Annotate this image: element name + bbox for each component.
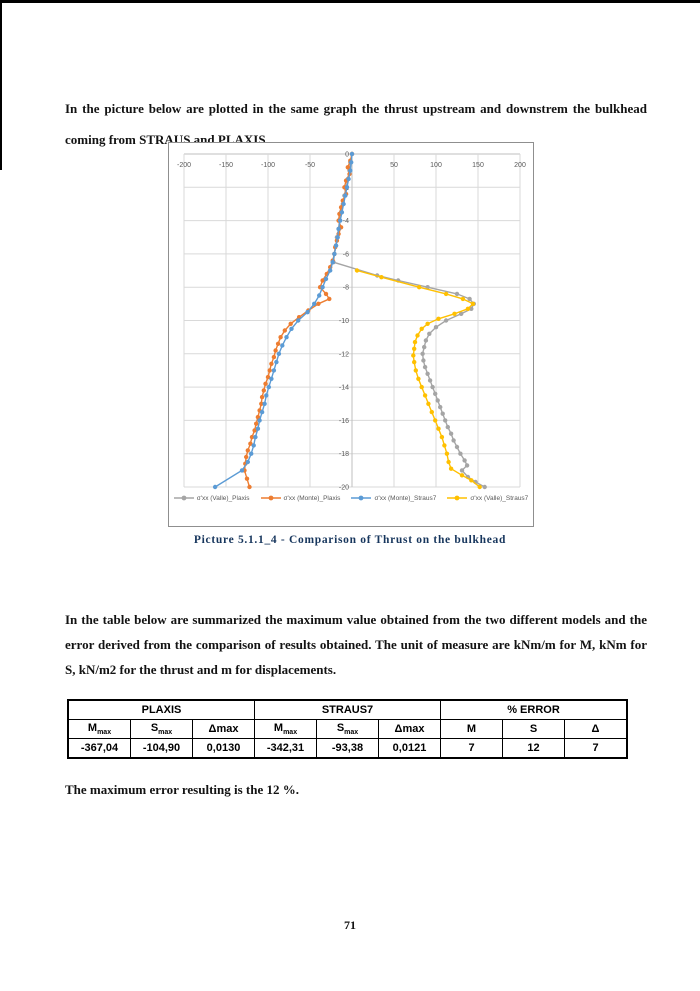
table-subheader: Δmax (192, 719, 255, 739)
table-subheader-row: Mmax Smax Δmax Mmax Smax Δmax M S Δ (67, 719, 628, 739)
table-subheader: M (440, 719, 503, 739)
paragraph-table-intro: In the table below are summarized the ma… (65, 612, 647, 677)
svg-text:-4: -4 (343, 218, 349, 225)
svg-text:-16: -16 (339, 418, 349, 425)
table-subheader: Mmax (254, 719, 317, 739)
svg-text:50: 50 (390, 162, 398, 169)
table-subheader: Smax (130, 719, 193, 739)
scan-edge-left (0, 0, 2, 170)
legend-label: σ'xx (Valle)_Straus7 (470, 494, 529, 502)
svg-text:-6: -6 (343, 251, 349, 258)
table-group-header: PLAXIS (67, 699, 255, 720)
svg-text:-20: -20 (339, 485, 349, 492)
table-subheader: Mmax (67, 719, 131, 739)
svg-text:-12: -12 (339, 351, 349, 358)
table-cell: 0,0121 (378, 738, 441, 759)
legend-item: σ'xx (Monte)_Straus7 (351, 494, 436, 502)
svg-text:200: 200 (514, 162, 526, 169)
table-subheader: Δmax (378, 719, 441, 739)
table-cell: 7 (440, 738, 503, 759)
results-table: PLAXIS STRAUS7% ERROR Mmax Smax Δmax Mmax Sma… (67, 699, 628, 759)
legend-item: σ'xx (Valle)_Straus7 (447, 494, 528, 502)
svg-text:-100: -100 (261, 162, 275, 169)
svg-text:-8: -8 (343, 285, 349, 292)
table-cell: 12 (502, 738, 565, 759)
svg-text:-14: -14 (339, 385, 349, 392)
table-group-header: % ERROR (440, 699, 628, 720)
legend-swatch-icon (173, 495, 194, 501)
chart-legend: σ'xx (Valle)_Plaxis σ'xx (Monte)_Plaxis σ'… (169, 494, 533, 502)
svg-text:100: 100 (430, 162, 442, 169)
svg-text:0: 0 (345, 152, 349, 159)
thrust-chart-figure: -200-150-100-50501001502000-2-4-6-8-10-1… (168, 142, 534, 527)
table-subheader: Δ (564, 719, 628, 739)
svg-text:-150: -150 (219, 162, 233, 169)
table-cell: 0,0130 (192, 738, 255, 759)
legend-item: σ'xx (Monte)_Plaxis (260, 494, 341, 502)
table-cell: -342,31 (254, 738, 317, 759)
thrust-chart-plot: -200-150-100-50501001502000-2-4-6-8-10-1… (177, 152, 526, 492)
svg-text:-50: -50 (305, 162, 315, 169)
svg-text:-10: -10 (339, 318, 349, 325)
page-number: 71 (344, 918, 356, 932)
table-cell: -93,38 (316, 738, 379, 759)
legend-label: σ'xx (Monte)_Straus7 (374, 494, 437, 502)
legend-label: σ'xx (Monte)_Plaxis (283, 494, 341, 502)
table-subheader: Smax (316, 719, 379, 739)
scan-edge-top (0, 0, 700, 3)
svg-text:-18: -18 (339, 451, 349, 458)
table-group-row: PLAXIS STRAUS7% ERROR (67, 699, 628, 720)
table-cell: 7 (564, 738, 628, 759)
svg-text:150: 150 (472, 162, 484, 169)
legend-swatch-icon (447, 495, 468, 501)
table-subheader: S (502, 719, 565, 739)
table-row: -367,04 -104,90 0,0130 -342,31 -93,38 0,0121 7… (67, 738, 628, 759)
table-cell: -367,04 (67, 738, 131, 759)
legend-swatch-icon (351, 495, 372, 501)
legend-label: σ'xx (Valle)_Plaxis (196, 494, 250, 502)
figure-caption: Picture 5.1.1_4 - Comparison of Thrust o… (193, 534, 507, 546)
svg-text:-200: -200 (177, 162, 191, 169)
paragraph-conclusion: The maximum error resulting is the 12 %. (65, 782, 299, 797)
legend-item: σ'xx (Valle)_Plaxis (173, 494, 250, 502)
legend-swatch-icon (260, 495, 281, 501)
table-cell: -104,90 (130, 738, 193, 759)
table-group-header: STRAUS7 (254, 699, 441, 720)
